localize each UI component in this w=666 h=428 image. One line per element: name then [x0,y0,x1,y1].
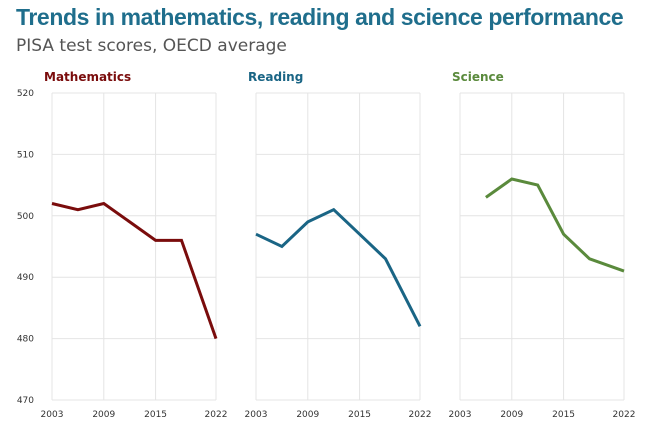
panel-science-data-point [588,257,591,260]
panel-science-series-line [485,177,625,273]
y-tick-label: 510 [17,150,34,160]
panel-science-x-tick-label: 2022 [613,410,636,420]
panel-mathematics-data-point [102,202,105,205]
panel-science-data-point [623,270,626,273]
panel-science-data-point [536,184,539,187]
panel-reading-x-tick-label: 2022 [409,410,432,420]
panel-reading-data-point [419,325,422,328]
panel-science-x-tick-label: 2009 [500,410,523,420]
panel-reading-data-point [332,208,335,211]
chart-subtitle: PISA test scores, OECD average [16,36,287,56]
panel-reading-data-point [358,233,361,236]
panel-mathematics-data-point [180,239,183,242]
panel-reading-title: Reading [248,70,303,84]
panel-mathematics-data-point [76,208,79,211]
y-tick-label: 490 [17,273,34,283]
y-tick-label: 520 [17,89,34,99]
panel-reading-data-point [255,233,258,236]
panel-reading-x-tick-label: 2003 [245,410,268,420]
panel-science-x-tick-label: 2015 [552,410,575,420]
panel-mathematics-series-line [51,201,218,340]
panel-mathematics-x-tick-label: 2015 [144,410,167,420]
panel-reading-data-point [280,245,283,248]
panel-mathematics-data-point [154,239,157,242]
panel-mathematics-x-tick-label: 2009 [92,410,115,420]
panel-science-data-point [484,196,487,199]
panel-science-data-point [562,233,565,236]
panel-mathematics-x-tick-label: 2003 [41,410,64,420]
panel-mathematics-data-point [51,202,54,205]
panel-reading-x-tick-label: 2015 [348,410,371,420]
panel-mathematics-x-tick-label: 2022 [205,410,228,420]
panel-reading-data-point [306,220,309,223]
panel-science-title: Science [452,70,504,84]
panel-mathematics-data-point [128,220,131,223]
panel-mathematics-title: Mathematics [44,70,131,84]
chart-title: Trends in mathematics, reading and scien… [16,4,624,30]
panel-reading-data-point [384,257,387,260]
panel-reading-series-line [255,207,422,327]
panel-mathematics-data-point [215,337,218,340]
y-tick-label: 470 [17,396,34,406]
panel-reading-x-tick-label: 2009 [296,410,319,420]
panel-science-data-point [510,177,513,180]
panel-science-x-tick-label: 2003 [449,410,472,420]
y-tick-label: 500 [17,212,34,222]
y-tick-label: 480 [17,335,34,345]
